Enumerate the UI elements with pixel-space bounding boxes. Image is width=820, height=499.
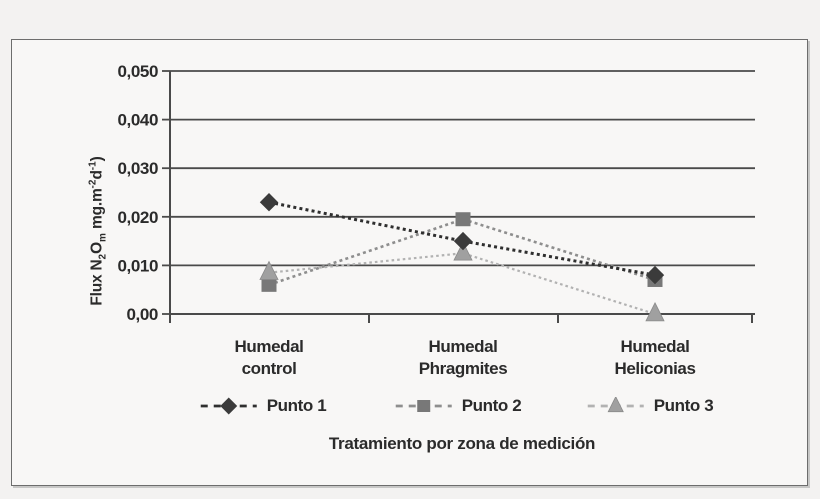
y-axis-title-part: -1 <box>87 161 99 171</box>
legend-swatch-triangle-icon <box>587 397 644 413</box>
legend-label: Punto 1 <box>266 396 327 415</box>
marker-diamond-punto-1 <box>453 231 473 251</box>
y-tick-label: 0,010 <box>117 256 158 275</box>
x-category-labels: Humedal control Humedal Phragmites Humedal He… <box>235 337 696 378</box>
legend-label: Punto 2 <box>461 396 522 415</box>
legend-item-punto-3: Punto 3 <box>587 396 714 416</box>
legend-marker-diamond-icon <box>220 397 238 415</box>
chart-plot: 0,00 0,010 0,020 0,030 0,040 0,050 Humedal cont… <box>117 62 755 378</box>
legend: Punto 1 Punto 2 Punto 3 <box>12 396 807 422</box>
y-axis-title-part: m <box>97 233 109 243</box>
legend-item-punto-1: Punto 1 <box>200 396 327 416</box>
y-tick-label: 0,050 <box>117 62 158 81</box>
marker-triangle-punto-3 <box>259 260 279 280</box>
marker-square-punto-2 <box>455 212 471 227</box>
y-axis-title-part: -2 <box>87 179 99 189</box>
legend-swatch-diamond-icon <box>200 397 257 415</box>
series-markers-punto-1 <box>259 193 665 285</box>
marker-triangle-punto-3 <box>453 241 473 261</box>
y-tick-labels: 0,00 0,010 0,020 0,030 0,040 0,050 <box>117 62 158 324</box>
legend-swatch-square-icon <box>395 400 452 412</box>
marker-square-punto-2 <box>261 277 277 292</box>
marker-diamond-punto-1 <box>645 265 665 285</box>
y-tick-label: 0,00 <box>127 305 159 324</box>
x-category-label: Humedal Heliconias <box>614 337 695 378</box>
series-line-punto-3 <box>268 252 656 316</box>
x-category-label: Humedal Phragmites <box>419 337 508 378</box>
series-markers-punto-3 <box>259 241 665 322</box>
x-axis-title: Tratamiento por zona de medición <box>328 434 596 453</box>
y-axis-title: Flux N2Om mg.m-2d-1) <box>87 156 108 305</box>
x-category-label: Humedal control <box>235 337 304 378</box>
y-axis-title-part: d <box>88 170 106 180</box>
legend-marker-triangle-icon <box>607 397 624 413</box>
y-axis-title-part: 2 <box>97 253 109 260</box>
marker-triangle-punto-3 <box>645 301 665 322</box>
y-tick-label: 0,040 <box>117 111 158 130</box>
legend-marker-square-icon <box>417 400 431 412</box>
y-axis-title-part: ) <box>88 156 106 162</box>
legend-item-punto-2: Punto 2 <box>395 396 522 416</box>
y-axis-title-part: mg.m <box>88 188 106 234</box>
y-axis-title-part: O <box>88 242 106 254</box>
marker-diamond-punto-1 <box>259 193 279 212</box>
y-axis-title-part: Flux N <box>88 259 106 306</box>
y-tick-label: 0,030 <box>117 159 158 178</box>
gridlines <box>162 70 755 315</box>
legend-label: Punto 3 <box>653 396 714 415</box>
figure-frame: 0,00 0,010 0,020 0,030 0,040 0,050 Humedal cont… <box>11 39 808 486</box>
y-tick-label: 0,020 <box>117 208 158 227</box>
